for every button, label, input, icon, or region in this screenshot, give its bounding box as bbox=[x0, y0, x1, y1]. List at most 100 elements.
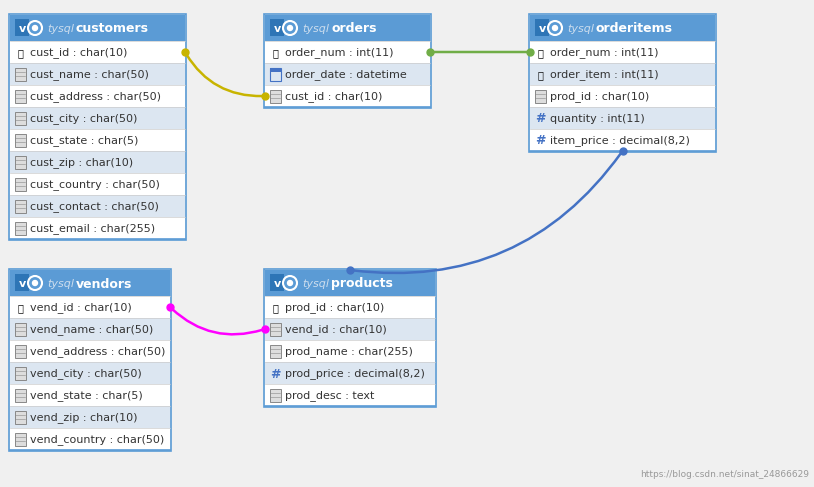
Text: v: v bbox=[274, 24, 281, 34]
Text: #: # bbox=[269, 368, 280, 380]
Bar bbox=[265, 63, 430, 85]
Text: cust_name : char(50): cust_name : char(50) bbox=[30, 70, 149, 80]
Bar bbox=[15, 200, 26, 213]
Bar bbox=[15, 134, 26, 147]
Bar bbox=[10, 129, 185, 151]
Text: customers: customers bbox=[76, 22, 149, 36]
Text: #: # bbox=[535, 112, 545, 126]
Bar bbox=[10, 428, 170, 450]
Bar bbox=[15, 411, 26, 424]
Text: vend_zip : char(10): vend_zip : char(10) bbox=[30, 412, 138, 424]
Text: order_num : int(11): order_num : int(11) bbox=[550, 48, 659, 58]
Bar bbox=[15, 389, 26, 402]
Bar bbox=[530, 63, 715, 85]
Bar bbox=[264, 269, 436, 407]
Bar bbox=[15, 68, 26, 81]
Text: prod_name : char(255): prod_name : char(255) bbox=[285, 347, 413, 357]
Text: vend_name : char(50): vend_name : char(50) bbox=[30, 324, 153, 336]
Text: products: products bbox=[331, 278, 393, 291]
Bar bbox=[15, 274, 29, 291]
Text: vend_address : char(50): vend_address : char(50) bbox=[30, 347, 165, 357]
Bar bbox=[9, 269, 171, 451]
Bar bbox=[530, 15, 715, 41]
Bar bbox=[535, 90, 546, 103]
Bar bbox=[15, 19, 29, 36]
Bar bbox=[10, 340, 170, 362]
Bar bbox=[10, 406, 170, 428]
Text: item_price : decimal(8,2): item_price : decimal(8,2) bbox=[550, 135, 690, 147]
Bar bbox=[265, 15, 430, 41]
Bar bbox=[10, 41, 185, 63]
Text: vend_id : char(10): vend_id : char(10) bbox=[285, 324, 387, 336]
Bar bbox=[10, 362, 170, 384]
Text: 🔑: 🔑 bbox=[272, 303, 278, 313]
Bar bbox=[10, 384, 170, 406]
Bar bbox=[10, 195, 185, 217]
Text: cust_id : char(10): cust_id : char(10) bbox=[30, 48, 127, 58]
Bar bbox=[10, 318, 170, 340]
Bar bbox=[265, 318, 435, 340]
Circle shape bbox=[553, 25, 558, 31]
Bar bbox=[270, 389, 281, 402]
Circle shape bbox=[287, 281, 292, 285]
Bar bbox=[15, 112, 26, 125]
Bar bbox=[10, 15, 185, 41]
Bar bbox=[15, 345, 26, 358]
Bar bbox=[530, 107, 715, 129]
Bar bbox=[270, 68, 281, 81]
Bar bbox=[15, 222, 26, 235]
Bar bbox=[265, 41, 430, 63]
Bar bbox=[10, 151, 185, 173]
Text: prod_price : decimal(8,2): prod_price : decimal(8,2) bbox=[285, 369, 425, 379]
Bar bbox=[530, 41, 715, 63]
Bar bbox=[10, 85, 185, 107]
Text: v: v bbox=[274, 279, 281, 289]
Circle shape bbox=[287, 25, 292, 31]
Text: cust_email : char(255): cust_email : char(255) bbox=[30, 224, 155, 234]
Text: prod_desc : text: prod_desc : text bbox=[285, 391, 374, 401]
Bar bbox=[265, 296, 435, 318]
Text: cust_city : char(50): cust_city : char(50) bbox=[30, 113, 138, 125]
Bar bbox=[270, 68, 281, 72]
Text: quantity : int(11): quantity : int(11) bbox=[550, 114, 645, 124]
Text: order_item : int(11): order_item : int(11) bbox=[550, 70, 659, 80]
Text: cust_country : char(50): cust_country : char(50) bbox=[30, 180, 160, 190]
Bar bbox=[10, 63, 185, 85]
Text: cust_zip : char(10): cust_zip : char(10) bbox=[30, 158, 133, 169]
Bar bbox=[270, 274, 284, 291]
Text: tysql: tysql bbox=[302, 279, 329, 289]
Text: vend_city : char(50): vend_city : char(50) bbox=[30, 369, 142, 379]
Bar bbox=[264, 14, 431, 108]
Text: vend_state : char(5): vend_state : char(5) bbox=[30, 391, 142, 401]
Text: orderitems: orderitems bbox=[596, 22, 673, 36]
Bar bbox=[265, 362, 435, 384]
Text: vend_country : char(50): vend_country : char(50) bbox=[30, 434, 164, 446]
Text: cust_address : char(50): cust_address : char(50) bbox=[30, 92, 161, 102]
Text: prod_id : char(10): prod_id : char(10) bbox=[550, 92, 650, 102]
Text: tysql: tysql bbox=[47, 24, 74, 34]
Bar bbox=[15, 90, 26, 103]
Bar bbox=[15, 323, 26, 336]
Text: v: v bbox=[19, 24, 25, 34]
Bar bbox=[270, 345, 281, 358]
Text: 🔑: 🔑 bbox=[17, 48, 23, 58]
Bar bbox=[9, 14, 186, 240]
Bar bbox=[15, 178, 26, 191]
Bar bbox=[265, 340, 435, 362]
Text: cust_contact : char(50): cust_contact : char(50) bbox=[30, 202, 159, 212]
Text: order_date : datetime: order_date : datetime bbox=[285, 70, 407, 80]
Text: tysql: tysql bbox=[302, 24, 329, 34]
Bar bbox=[10, 296, 170, 318]
Text: tysql: tysql bbox=[47, 279, 74, 289]
Bar bbox=[15, 367, 26, 380]
Bar bbox=[530, 129, 715, 151]
Text: vendors: vendors bbox=[76, 278, 133, 291]
Bar bbox=[10, 270, 170, 296]
Bar bbox=[270, 19, 284, 36]
Bar bbox=[270, 90, 281, 103]
Bar bbox=[535, 19, 549, 36]
Bar bbox=[530, 85, 715, 107]
Text: 🔑: 🔑 bbox=[17, 303, 23, 313]
Bar bbox=[10, 173, 185, 195]
Bar bbox=[10, 217, 185, 239]
